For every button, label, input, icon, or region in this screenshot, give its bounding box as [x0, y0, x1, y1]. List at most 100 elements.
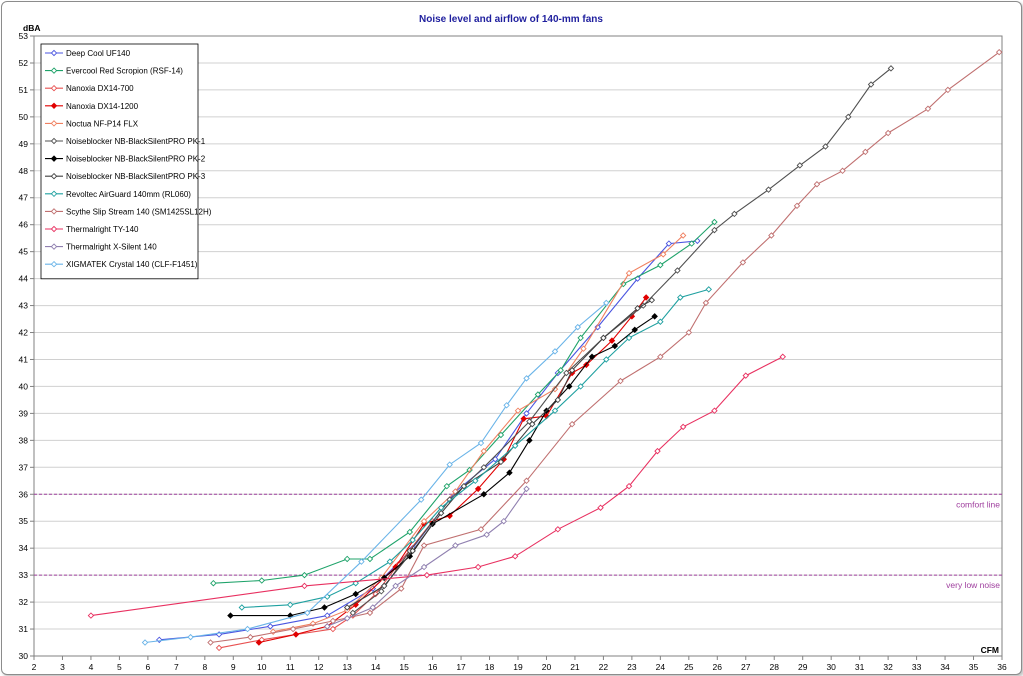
legend-item: Thermalright TY-140 [45, 225, 139, 234]
x-tick-label: 25 [684, 662, 694, 672]
x-tick-label: 10 [257, 662, 267, 672]
data-point [324, 593, 331, 600]
data-point [483, 531, 490, 538]
series-group [210, 218, 718, 587]
legend-swatch-marker [50, 260, 58, 268]
legend-swatch-marker [50, 84, 58, 92]
data-point [477, 439, 485, 447]
x-tick-label: 36 [997, 662, 1007, 672]
x-tick-label: 26 [713, 662, 723, 672]
y-tick-label: 45 [19, 247, 29, 257]
data-point [563, 369, 570, 377]
x-tick-label: 9 [231, 662, 236, 672]
data-point [867, 81, 875, 88]
data-point [503, 402, 510, 409]
data-point [460, 482, 468, 490]
x-tick-label: 3 [60, 662, 65, 672]
legend-swatch-marker [50, 49, 58, 57]
series-line [210, 51, 1000, 644]
data-point [534, 391, 542, 398]
data-point [255, 639, 263, 646]
data-point [417, 496, 425, 503]
series-line [241, 288, 709, 609]
data-point [523, 485, 530, 493]
data-point [420, 563, 428, 571]
data-point [520, 415, 527, 423]
x-tick-label: 7 [174, 662, 179, 672]
legend-item: Noctua NF-P14 FLX [45, 119, 139, 128]
data-point [839, 167, 846, 175]
data-point [258, 577, 266, 584]
data-point [554, 396, 562, 404]
data-point [480, 447, 488, 455]
x-tick-label: 28 [770, 662, 780, 672]
x-tick-label: 22 [599, 662, 609, 672]
y-tick-label: 48 [19, 166, 29, 176]
legend-item: Noiseblocker NB-BlackSilentPRO PK-1 [45, 137, 206, 146]
y-axis-label: dBA [23, 23, 40, 33]
y-tick-label: 42 [19, 328, 29, 338]
data-point [286, 601, 294, 609]
data-point [497, 431, 505, 439]
y-tick-label: 52 [19, 58, 29, 68]
data-point [514, 407, 522, 414]
data-point [617, 377, 624, 385]
x-tick-label: 35 [969, 662, 979, 672]
x-tick-label: 27 [741, 662, 751, 672]
data-point [321, 604, 328, 611]
x-tick-label: 15 [399, 662, 409, 672]
data-point [845, 113, 852, 121]
data-point [329, 625, 337, 633]
data-point [398, 585, 405, 592]
series-lines [87, 48, 1003, 652]
data-point [497, 458, 505, 466]
data-point [301, 582, 308, 590]
reference-line-label: comfort line [956, 499, 1000, 509]
data-point [523, 410, 530, 417]
legend-label: Noiseblocker NB-BlackSilentPRO PK-3 [66, 172, 206, 181]
legend-box [40, 43, 199, 280]
data-point [608, 337, 616, 344]
plot-area [33, 35, 1003, 657]
data-point [343, 604, 351, 611]
data-point [594, 323, 601, 331]
legend-swatch-marker [50, 190, 58, 198]
y-tick-label: 37 [19, 462, 29, 472]
legend-label: Noiseblocker NB-BlackSilentPRO PK-2 [66, 155, 206, 164]
data-point [472, 477, 479, 485]
legend-label: Nanoxia DX14-700 [66, 84, 134, 93]
legend-swatch-marker [50, 225, 58, 233]
legend-swatch-marker [50, 208, 58, 215]
data-point [141, 639, 149, 646]
data-point [343, 615, 351, 622]
data-point [406, 553, 414, 560]
data-point [309, 620, 317, 627]
data-point [506, 469, 513, 476]
data-point [702, 299, 710, 307]
x-tick-label: 24 [656, 662, 666, 672]
data-point [625, 269, 633, 277]
data-point [551, 407, 559, 414]
data-point [995, 48, 1003, 56]
data-point [358, 558, 365, 565]
y-tick-label: 30 [19, 651, 29, 661]
data-point [657, 261, 664, 269]
legend-label: Noctua NF-P14 FLX [66, 119, 139, 128]
data-point [659, 251, 667, 258]
legend-item: Noiseblocker NB-BlackSilentPRO PK-3 [45, 172, 206, 181]
y-tick-label: 38 [19, 435, 29, 445]
data-point [380, 582, 388, 590]
data-point [156, 636, 163, 644]
x-tick-label: 33 [912, 662, 922, 672]
x-tick-label: 23 [627, 662, 637, 672]
data-point [600, 334, 607, 342]
data-point [238, 604, 246, 611]
data-point [577, 383, 584, 390]
data-point [568, 420, 576, 428]
data-point [654, 447, 661, 455]
data-point [437, 504, 445, 511]
legend-swatch-marker [50, 137, 58, 145]
data-point [187, 633, 194, 641]
x-tick-label: 31 [855, 662, 865, 672]
series-line [90, 356, 784, 617]
